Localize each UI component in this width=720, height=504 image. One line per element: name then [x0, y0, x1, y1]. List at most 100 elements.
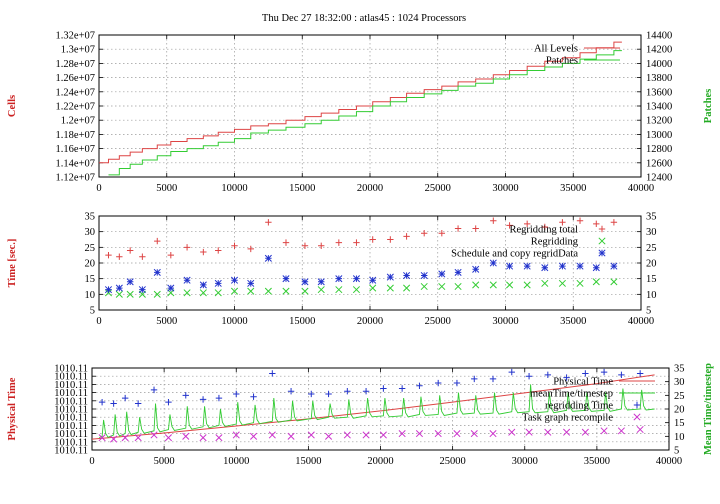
- y-tick-label-left: 1010.11: [54, 446, 88, 457]
- data-point: [618, 371, 625, 379]
- data-point: [415, 430, 424, 438]
- data-point: [592, 264, 600, 272]
- data-point: [489, 375, 497, 383]
- data-point: [150, 386, 158, 394]
- x-tick-label: 0: [96, 316, 101, 327]
- y-tick-label-right: 12400: [646, 173, 672, 184]
- data-point: [472, 281, 480, 289]
- data-point: [98, 398, 106, 406]
- data-point: [398, 430, 406, 438]
- y-tick-label-left: 1010.11: [54, 372, 88, 383]
- y-tick-label-right: 30: [646, 227, 657, 238]
- data-point: [438, 270, 446, 278]
- data-point: [523, 220, 531, 228]
- x-tick-label: 30000: [512, 456, 538, 467]
- data-point: [167, 284, 175, 292]
- data-point: [362, 388, 370, 395]
- y-tick-label-right: 12800: [646, 144, 672, 155]
- legend-label: Task graph recompile: [522, 413, 613, 424]
- data-point: [247, 287, 255, 295]
- data-point: [183, 244, 191, 251]
- data-point: [523, 262, 531, 270]
- y-tick-label-right: 14200: [646, 45, 672, 56]
- data-point: [582, 370, 589, 377]
- data-point: [139, 253, 146, 260]
- x-tick-label: 35000: [584, 456, 610, 467]
- data-point: [215, 434, 223, 442]
- data-point: [489, 281, 497, 289]
- data-point: [335, 286, 343, 294]
- y-tick-label-left: 1.24e+07: [56, 87, 95, 98]
- data-point: [471, 375, 478, 383]
- y-tick-label-left: 1010.11: [54, 413, 88, 424]
- data-point: [247, 279, 255, 287]
- data-point: [116, 253, 123, 260]
- y-tick-label-right: 15: [646, 274, 657, 285]
- data-point: [167, 251, 175, 259]
- data-point: [386, 284, 394, 292]
- data-point: [344, 388, 351, 395]
- data-point: [247, 245, 254, 253]
- data-point: [287, 388, 295, 395]
- data-point: [544, 428, 552, 436]
- legend-label: regridding Time: [545, 401, 613, 412]
- y-tick-label-left: 1.22e+07: [56, 102, 95, 113]
- y-tick-label-left: 20: [85, 259, 96, 270]
- data-point: [421, 230, 428, 237]
- data-point: [282, 275, 290, 283]
- data-point: [115, 284, 123, 292]
- y-tick-label-right: 14000: [646, 59, 672, 70]
- y-tick-label-right: 35: [646, 212, 657, 223]
- data-point: [307, 431, 315, 439]
- data-point: [576, 217, 584, 224]
- y-tick-label-left: 1010.11: [54, 380, 88, 391]
- data-point: [403, 284, 411, 292]
- series-line: [91, 374, 655, 440]
- data-point: [150, 431, 158, 439]
- y-tick-label-left: 1.28e+07: [56, 59, 95, 70]
- x-tick-label: 20000: [367, 456, 393, 467]
- y-tick-label-left: 1010.11: [54, 437, 88, 448]
- data-point: [453, 430, 461, 438]
- y-tick-label-right: 35: [674, 364, 685, 375]
- y-tick-label-right: 15: [674, 418, 685, 429]
- data-point: [541, 279, 549, 287]
- y-tick-label-left: 5: [90, 306, 95, 317]
- data-point: [380, 385, 387, 392]
- y-tick-label-left: 1.3e+07: [61, 45, 95, 56]
- data-point: [199, 434, 207, 442]
- y-tick-label-left: 15: [85, 274, 96, 285]
- data-point: [600, 427, 608, 435]
- data-point: [581, 428, 589, 436]
- data-point: [215, 247, 222, 254]
- y-tick-label-left: 1010.11: [54, 388, 88, 399]
- y-tick-label-left: 1.32e+07: [56, 31, 95, 42]
- data-point: [352, 275, 361, 283]
- data-point: [343, 431, 351, 439]
- y-tick-label-left: 1.12e+07: [56, 173, 95, 184]
- data-point: [600, 368, 608, 376]
- legend-label: Physical Time: [553, 377, 613, 388]
- x-tick-label: 5000: [154, 456, 175, 467]
- data-point: [490, 217, 497, 224]
- y-tick-label-right: 13000: [646, 130, 672, 141]
- data-point: [576, 279, 584, 287]
- data-point: [105, 251, 112, 259]
- data-point: [301, 278, 309, 286]
- data-point: [435, 379, 442, 387]
- data-point: [215, 394, 223, 402]
- y-tick-label-left: 1.26e+07: [56, 73, 95, 84]
- data-point: [470, 430, 478, 438]
- x-tick-label: 15000: [289, 183, 315, 194]
- data-point: [489, 430, 497, 438]
- data-point: [559, 219, 566, 226]
- data-point: [369, 284, 377, 292]
- data-point: [104, 286, 113, 294]
- data-point: [183, 276, 191, 284]
- y-tick-label-right: 13800: [646, 73, 672, 84]
- y-tick-label-right: 5: [646, 306, 651, 317]
- x-tick-label: 10000: [221, 183, 247, 194]
- data-point: [230, 276, 239, 284]
